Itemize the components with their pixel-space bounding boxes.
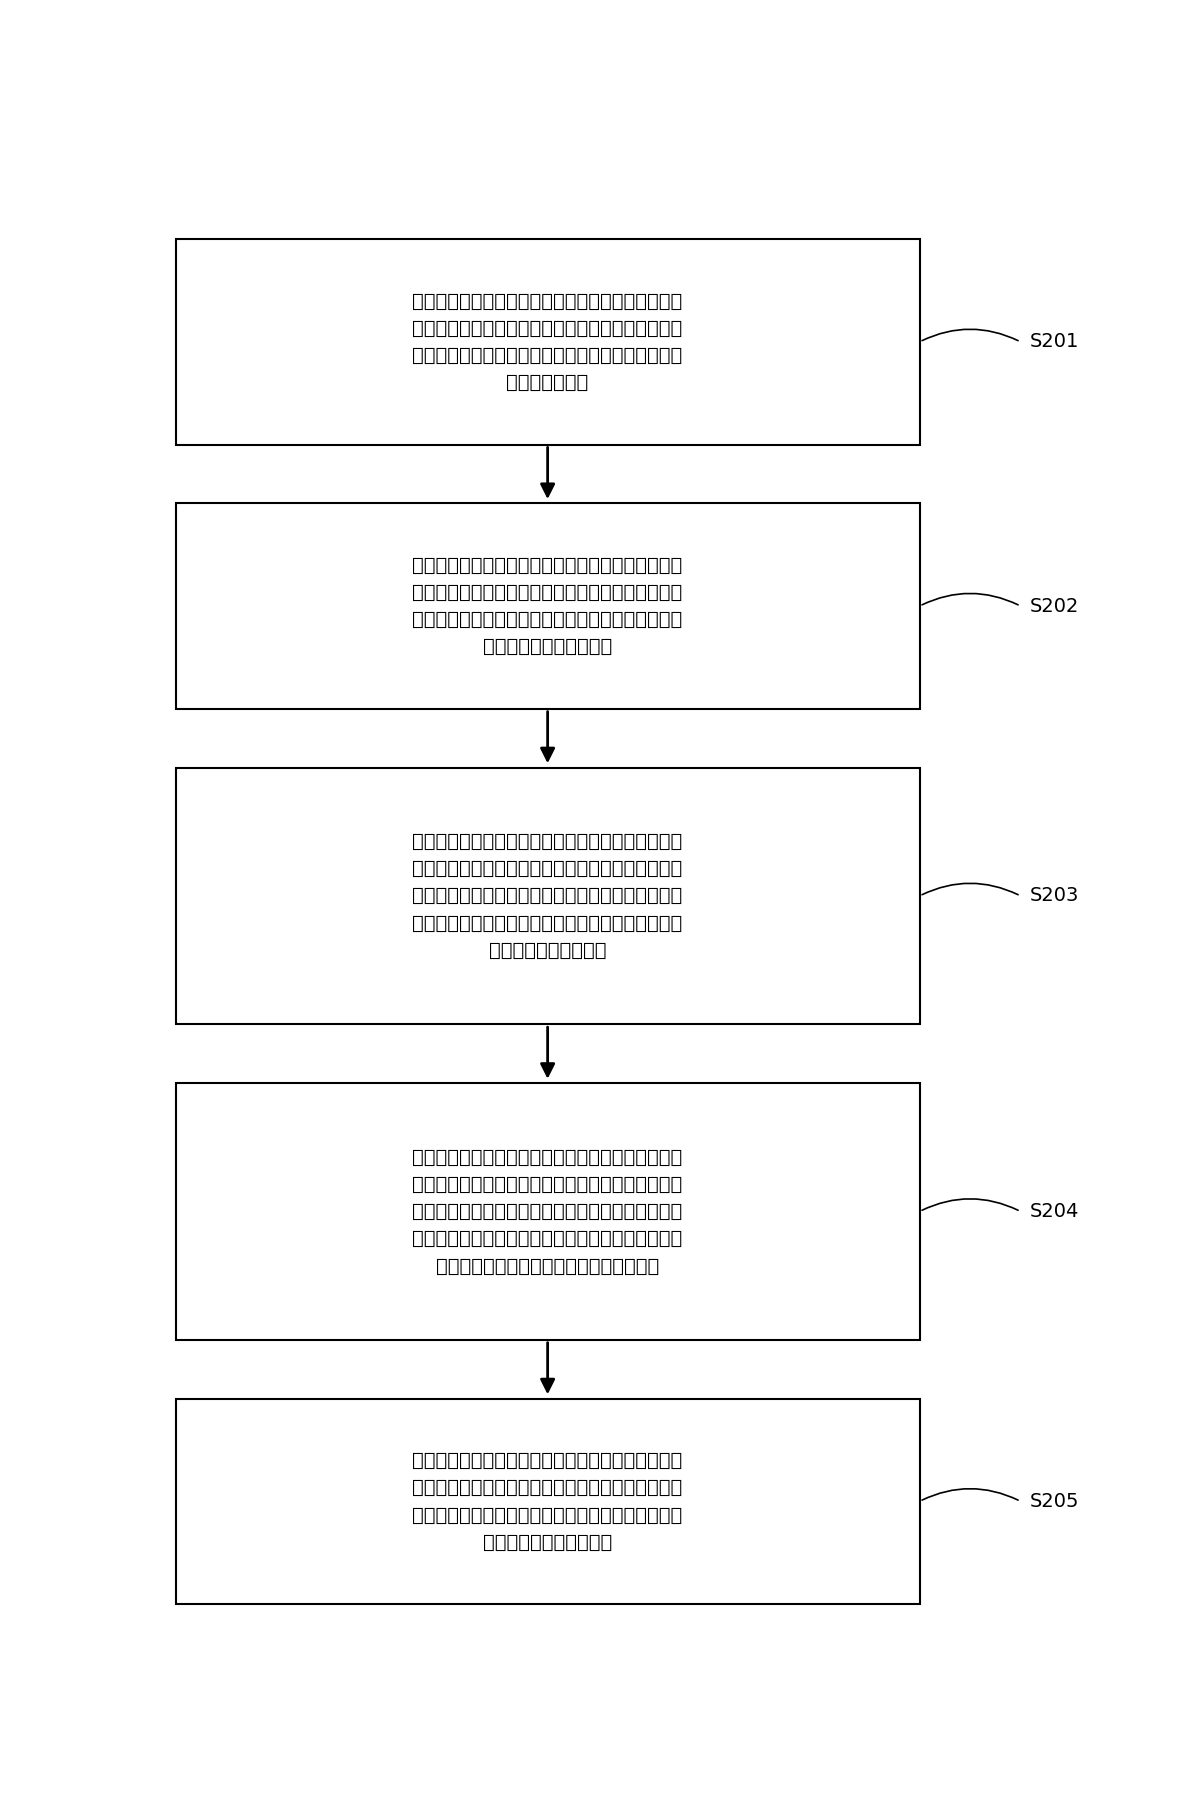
Bar: [175, 504, 920, 709]
Text: S201: S201: [1030, 333, 1080, 351]
Bar: [175, 240, 920, 445]
Text: S203: S203: [1030, 887, 1080, 905]
Text: 按预设周期采集设置于待测商品上的射频标签数据，
获得商品射频标签的信号特征数据流，信号特征数据
流中的每个信号特征数据包括信号强度特征数据及信
号相位特征数据: 按预设周期采集设置于待测商品上的射频标签数据， 获得商品射频标签的信号特征数据流…: [412, 291, 683, 393]
Text: 记录受到影响的商品射频标签受影响的开始时间及结
束时间，所述开始时间为受到影响的商品射频标签的
移动强度指标大于等于第一设定阈值的时刻，所述结
束时间为受到影响: 记录受到影响的商品射频标签受影响的开始时间及结 束时间，所述开始时间为受到影响的…: [412, 833, 683, 960]
Text: 处理所述信号特征数据流中的信号强度特征数据，得
到移动强度指标，当移动强度指标大于等于第一设定
阈值，判断出该移动强度指标对应的商品射频标签为
受到影响的商品射: 处理所述信号特征数据流中的信号强度特征数据，得 到移动强度指标，当移动强度指标大…: [412, 556, 683, 656]
Text: 处理所述受到影响的商品射频标签的所述信号特征数
据流中的信号相位特征数据，得到相位变化步幅值，
当相位变化步幅值大于第二设定阈值，判断出该信号
相位特征对应的商: 处理所述受到影响的商品射频标签的所述信号特征数 据流中的信号相位特征数据，得到相…: [412, 1147, 683, 1276]
Text: 对除被判断出发生移动的商品射频标签外的其他受到
影响的商品射频标签的移动强度指标进行聚类，根据
聚类结果得出发生拨动的商品射频标签，该商品射频
标签对应的商品发: 对除被判断出发生移动的商品射频标签外的其他受到 影响的商品射频标签的移动强度指标…: [412, 1451, 683, 1553]
Text: S205: S205: [1030, 1493, 1080, 1511]
Bar: [175, 1398, 920, 1603]
Bar: [175, 1084, 920, 1340]
Text: S202: S202: [1030, 596, 1080, 616]
Text: S204: S204: [1030, 1202, 1080, 1222]
Bar: [175, 767, 920, 1024]
